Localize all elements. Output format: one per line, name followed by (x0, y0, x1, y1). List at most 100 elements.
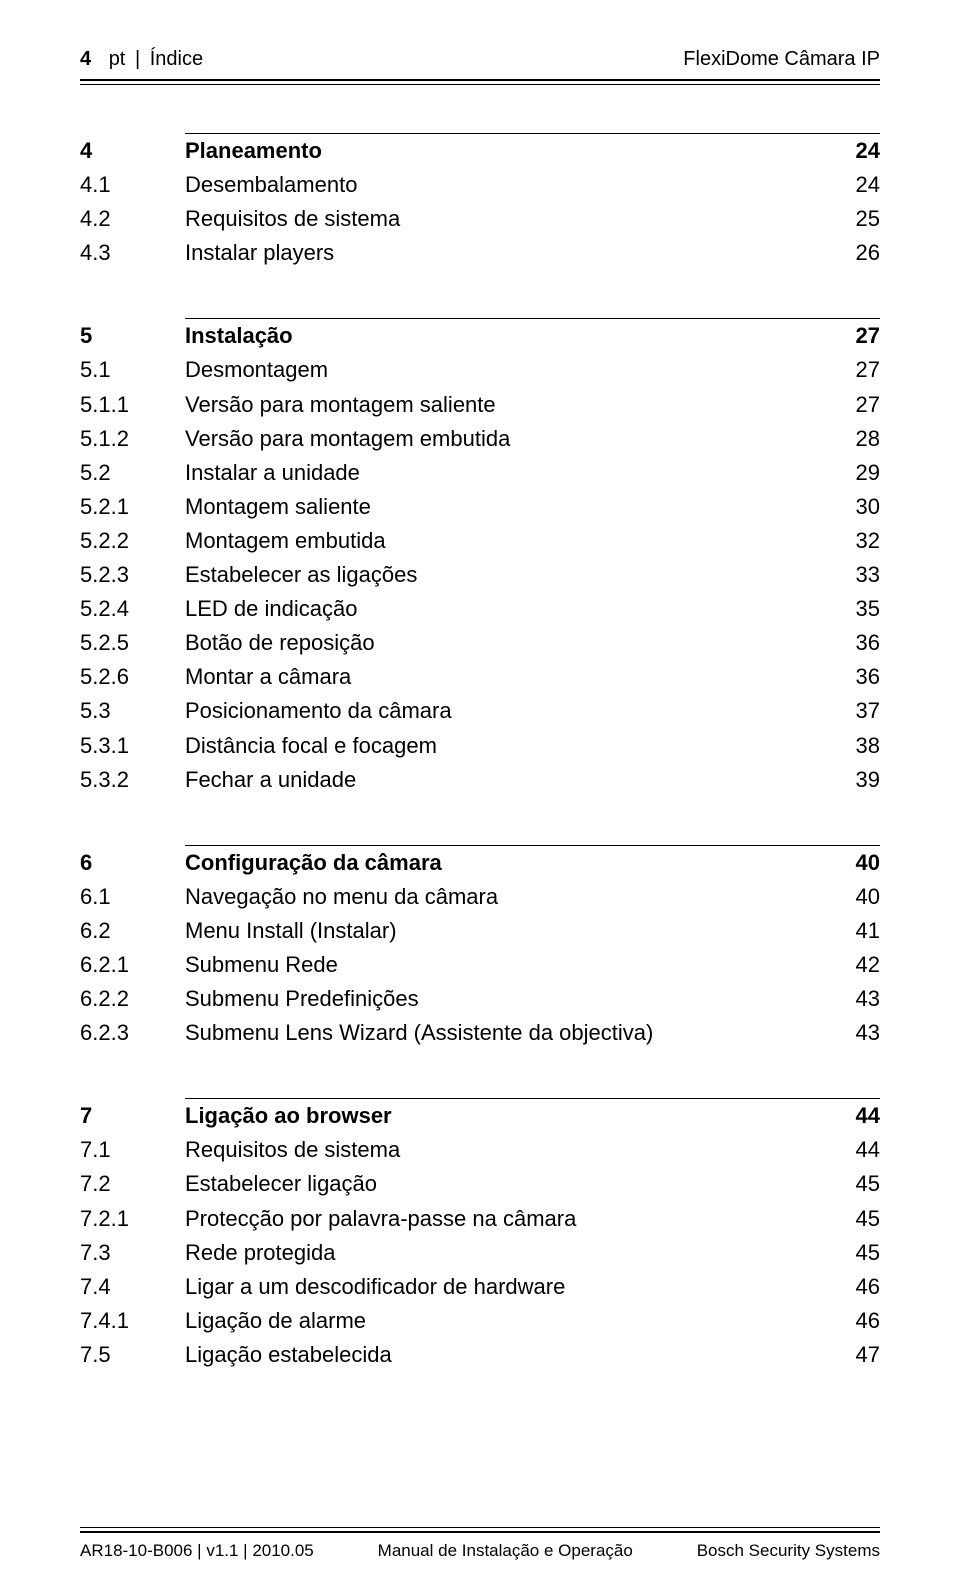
toc-entry-number: 5.3.2 (80, 763, 185, 797)
toc-entry-title: Menu Install (Instalar) (185, 914, 840, 948)
toc-entry-number: 5.2.5 (80, 626, 185, 660)
toc-row: 6.2.2Submenu Predefinições43 (80, 982, 880, 1016)
toc-entry-number: 4.1 (80, 168, 185, 202)
toc-entry-title: Distância focal e focagem (185, 729, 840, 763)
footer-row: AR18-10-B006 | v1.1 | 2010.05 Manual de … (80, 1533, 880, 1561)
footer-center: Manual de Instalação e Operação (378, 1541, 633, 1561)
toc-entry-page: 29 (840, 456, 880, 490)
toc-entry-title: Ligação estabelecida (185, 1338, 840, 1372)
toc-entry-number: 4.3 (80, 236, 185, 270)
toc-row: 6.2.1Submenu Rede42 (80, 948, 880, 982)
toc-entry-page: 37 (840, 694, 880, 728)
toc-row: 4.2Requisitos de sistema25 (80, 202, 880, 236)
toc-entry-title: Requisitos de sistema (185, 1133, 840, 1167)
toc-row: 4.1Desembalamento24 (80, 168, 880, 202)
toc-entry-number: 6.2 (80, 914, 185, 948)
toc-entry-number: 6.2.1 (80, 948, 185, 982)
toc-entry-title: Montar a câmara (185, 660, 840, 694)
toc-row: 5.2.2Montagem embutida32 (80, 524, 880, 558)
toc-row: 5.3.2Fechar a unidade39 (80, 763, 880, 797)
toc-entry-title: Versão para montagem saliente (185, 388, 840, 422)
toc: 4Planeamento244.1Desembalamento244.2Requ… (80, 133, 880, 1372)
toc-entry-title: Submenu Rede (185, 948, 840, 982)
toc-entry-page: 35 (840, 592, 880, 626)
toc-entry-number: 6 (80, 846, 185, 880)
toc-entry-number: 7.5 (80, 1338, 185, 1372)
toc-entry-title: Planeamento (185, 134, 840, 168)
toc-entry-number: 7.1 (80, 1133, 185, 1167)
page: 4 pt | Índice FlexiDome Câmara IP 4Plane… (0, 0, 960, 1591)
toc-entry-number: 5.3.1 (80, 729, 185, 763)
toc-entry-title: Botão de reposição (185, 626, 840, 660)
toc-row: 7.5Ligação estabelecida47 (80, 1338, 880, 1372)
toc-entry-page: 46 (840, 1270, 880, 1304)
toc-entry-number: 5.2.2 (80, 524, 185, 558)
toc-entry-title: LED de indicação (185, 592, 840, 626)
toc-entry-title: Fechar a unidade (185, 763, 840, 797)
toc-section: 5Instalação275.1Desmontagem275.1.1Versão… (80, 318, 880, 796)
toc-row: 5.3Posicionamento da câmara37 (80, 694, 880, 728)
toc-entry-page: 24 (840, 168, 880, 202)
toc-row: 5.3.1Distância focal e focagem38 (80, 729, 880, 763)
toc-entry-number: 7.2.1 (80, 1202, 185, 1236)
toc-entry-page: 30 (840, 490, 880, 524)
toc-entry-title: Configuração da câmara (185, 846, 840, 880)
toc-entry-title: Montagem embutida (185, 524, 840, 558)
header-lang: pt (109, 48, 126, 70)
header-page-number: 4 (80, 48, 91, 70)
toc-entry-page: 32 (840, 524, 880, 558)
toc-entry-number: 5 (80, 319, 185, 353)
toc-entry-title: Requisitos de sistema (185, 202, 840, 236)
toc-entry-number: 6.1 (80, 880, 185, 914)
header-rule-thin (80, 84, 880, 85)
toc-row: 5.2.5Botão de reposição36 (80, 626, 880, 660)
footer-left: AR18-10-B006 | v1.1 | 2010.05 (80, 1541, 314, 1561)
toc-entry-title: Estabelecer as ligações (185, 558, 840, 592)
toc-row: 5.2.1Montagem saliente30 (80, 490, 880, 524)
toc-entry-page: 27 (840, 353, 880, 387)
toc-entry-title: Submenu Predefinições (185, 982, 840, 1016)
toc-entry-number: 5.2.6 (80, 660, 185, 694)
toc-entry-page: 38 (840, 729, 880, 763)
toc-row: 7.2Estabelecer ligação45 (80, 1167, 880, 1201)
toc-row: 7.1Requisitos de sistema44 (80, 1133, 880, 1167)
toc-entry-number: 6.2.3 (80, 1016, 185, 1050)
toc-entry-page: 43 (840, 982, 880, 1016)
toc-entry-title: Ligação ao browser (185, 1099, 840, 1133)
toc-entry-title: Desmontagem (185, 353, 840, 387)
toc-entry-title: Instalação (185, 319, 840, 353)
toc-entry-title: Ligação de alarme (185, 1304, 840, 1338)
toc-entry-number: 7.4 (80, 1270, 185, 1304)
toc-entry-title: Navegação no menu da câmara (185, 880, 840, 914)
toc-row: 7.4Ligar a um descodificador de hardware… (80, 1270, 880, 1304)
toc-entry-page: 42 (840, 948, 880, 982)
toc-entry-page: 45 (840, 1202, 880, 1236)
toc-row: 6.2.3Submenu Lens Wizard (Assistente da … (80, 1016, 880, 1050)
toc-row: 6.1Navegação no menu da câmara40 (80, 880, 880, 914)
toc-entry-page: 28 (840, 422, 880, 456)
toc-entry-page: 26 (840, 236, 880, 270)
toc-entry-number: 6.2.2 (80, 982, 185, 1016)
toc-entry-title: Submenu Lens Wizard (Assistente da objec… (185, 1016, 840, 1050)
toc-row: 6.2Menu Install (Instalar)41 (80, 914, 880, 948)
toc-entry-page: 27 (840, 388, 880, 422)
toc-entry-number: 7 (80, 1099, 185, 1133)
toc-row: 5Instalação27 (80, 319, 880, 353)
toc-row: 5.1.2Versão para montagem embutida28 (80, 422, 880, 456)
header-rule-thick (80, 79, 880, 81)
toc-entry-number: 5.2.4 (80, 592, 185, 626)
toc-section: 6Configuração da câmara406.1Navegação no… (80, 845, 880, 1051)
toc-entry-number: 7.4.1 (80, 1304, 185, 1338)
toc-entry-title: Protecção por palavra-passe na câmara (185, 1202, 840, 1236)
toc-entry-page: 25 (840, 202, 880, 236)
toc-entry-number: 5.1.2 (80, 422, 185, 456)
toc-entry-page: 36 (840, 660, 880, 694)
toc-row: 5.2.4LED de indicação35 (80, 592, 880, 626)
toc-entry-page: 40 (840, 880, 880, 914)
toc-entry-page: 40 (840, 846, 880, 880)
header-left: 4 pt | Índice (80, 48, 203, 71)
toc-row: 5.1Desmontagem27 (80, 353, 880, 387)
toc-row: 4Planeamento24 (80, 134, 880, 168)
toc-entry-title: Instalar a unidade (185, 456, 840, 490)
toc-entry-number: 7.2 (80, 1167, 185, 1201)
